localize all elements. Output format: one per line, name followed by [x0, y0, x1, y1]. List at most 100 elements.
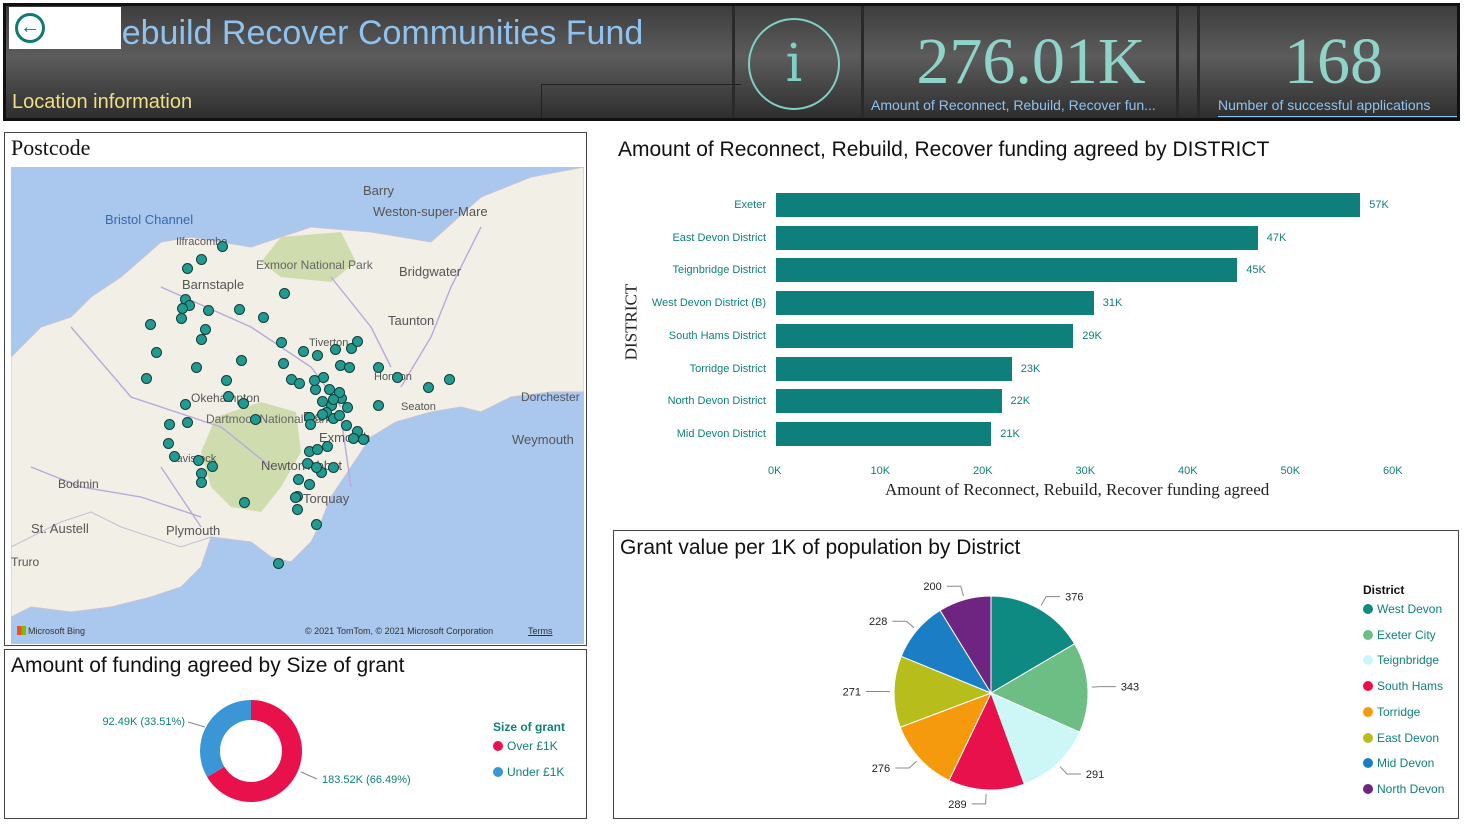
- postcode-map[interactable]: Bristol Channel Barry Weston-super-Mare …: [11, 167, 584, 644]
- postcode-point[interactable]: [272, 557, 284, 569]
- postcode-point[interactable]: [327, 393, 339, 405]
- postcode-point[interactable]: [357, 433, 369, 445]
- postcode-point[interactable]: [237, 397, 249, 409]
- postcode-point[interactable]: [163, 418, 175, 430]
- postcode-point[interactable]: [311, 349, 323, 361]
- pie-legend-item[interactable]: Exeter City: [1363, 628, 1436, 642]
- map-label: Weston-super-Mare: [373, 204, 488, 219]
- pie-slice[interactable]: [948, 691, 1025, 791]
- legend-over-1k[interactable]: Over £1K: [493, 739, 558, 753]
- postcode-point[interactable]: [235, 354, 247, 366]
- postcode-point[interactable]: [199, 323, 211, 335]
- bar[interactable]: [776, 291, 1094, 316]
- postcode-point[interactable]: [220, 374, 232, 386]
- postcode-point[interactable]: [176, 302, 188, 314]
- bar[interactable]: [776, 225, 1258, 250]
- postcode-point[interactable]: [345, 342, 357, 354]
- bar-category-label: Teignbridge District: [672, 264, 766, 277]
- grant-size-donut[interactable]: 183.52K (66.49%) 92.49K (33.51%): [5, 650, 588, 820]
- district-pie-chart[interactable]: 376 343 291 289 276 271 228 200: [614, 531, 1460, 820]
- postcode-point[interactable]: [238, 496, 250, 508]
- postcode-point[interactable]: [190, 361, 202, 373]
- back-button[interactable]: ←: [9, 7, 121, 49]
- bar[interactable]: [776, 421, 992, 446]
- pie-legend-item[interactable]: North Devon: [1363, 782, 1444, 796]
- postcode-point[interactable]: [257, 311, 269, 323]
- pie-legend-item[interactable]: South Hams: [1363, 679, 1443, 693]
- postcode-point[interactable]: [140, 372, 152, 384]
- legend-under-1k[interactable]: Under £1K: [493, 765, 564, 779]
- postcode-point[interactable]: [222, 390, 234, 402]
- postcode-point[interactable]: [179, 398, 191, 410]
- postcode-point[interactable]: [291, 503, 303, 515]
- postcode-point[interactable]: [316, 408, 328, 420]
- postcode-point[interactable]: [372, 399, 384, 411]
- pie-slice[interactable]: [990, 595, 1076, 694]
- postcode-point[interactable]: [293, 377, 305, 389]
- donut-slice[interactable]: [200, 700, 251, 777]
- postcode-point[interactable]: [195, 253, 207, 265]
- postcode-point[interactable]: [329, 343, 341, 355]
- postcode-point[interactable]: [308, 374, 320, 386]
- postcode-point[interactable]: [150, 346, 162, 358]
- pie-slice[interactable]: [899, 692, 992, 782]
- donut-slice[interactable]: [207, 700, 302, 802]
- postcode-point[interactable]: [310, 461, 322, 473]
- pie-slice[interactable]: [939, 595, 992, 695]
- pie-slice[interactable]: [893, 655, 993, 728]
- map-terms-link[interactable]: Terms: [528, 626, 553, 636]
- postcode-point[interactable]: [303, 478, 315, 490]
- postcode-point[interactable]: [202, 304, 214, 316]
- postcode-point[interactable]: [391, 371, 403, 383]
- bar[interactable]: [776, 193, 1361, 217]
- postcode-point[interactable]: [233, 303, 245, 315]
- bar[interactable]: [776, 356, 1012, 381]
- postcode-point[interactable]: [327, 461, 339, 473]
- postcode-point[interactable]: [216, 240, 228, 252]
- postcode-point[interactable]: [333, 409, 345, 421]
- bar-value-label: 29K: [1082, 329, 1102, 342]
- postcode-point[interactable]: [277, 357, 289, 369]
- pie-data-label: 200: [923, 581, 941, 593]
- postcode-point[interactable]: [168, 450, 180, 462]
- postcode-point[interactable]: [422, 381, 434, 393]
- postcode-point[interactable]: [181, 262, 193, 274]
- postcode-point[interactable]: [181, 416, 193, 428]
- postcode-point[interactable]: [347, 432, 359, 444]
- postcode-point[interactable]: [343, 361, 355, 373]
- postcode-point[interactable]: [341, 401, 353, 413]
- pie-legend-item[interactable]: Torridge: [1363, 705, 1420, 719]
- postcode-point[interactable]: [321, 440, 333, 452]
- pie-legend-item[interactable]: Mid Devon: [1363, 756, 1434, 770]
- postcode-point[interactable]: [249, 413, 261, 425]
- postcode-point[interactable]: [304, 418, 316, 430]
- postcode-point[interactable]: [292, 473, 304, 485]
- info-icon[interactable]: i: [748, 18, 840, 110]
- postcode-point[interactable]: [275, 336, 287, 348]
- pie-slice[interactable]: [990, 692, 1081, 785]
- bar[interactable]: [776, 389, 1002, 414]
- postcode-point[interactable]: [340, 419, 352, 431]
- postcode-point[interactable]: [162, 437, 174, 449]
- postcode-point[interactable]: [311, 443, 323, 455]
- pie-slice[interactable]: [989, 643, 1089, 733]
- pie-legend-item[interactable]: Teignbridge: [1363, 653, 1439, 667]
- postcode-point[interactable]: [297, 345, 309, 357]
- pie-legend-item[interactable]: East Devon: [1363, 731, 1439, 745]
- bar[interactable]: [776, 258, 1238, 283]
- postcode-point[interactable]: [195, 476, 207, 488]
- postcode-point[interactable]: [192, 454, 204, 466]
- postcode-point[interactable]: [278, 287, 290, 299]
- postcode-point[interactable]: [372, 361, 384, 373]
- postcode-point[interactable]: [195, 333, 207, 345]
- postcode-point[interactable]: [323, 383, 335, 395]
- postcode-point[interactable]: [144, 318, 156, 330]
- postcode-point[interactable]: [310, 518, 322, 530]
- postcode-point[interactable]: [206, 460, 218, 472]
- postcode-point[interactable]: [289, 491, 301, 503]
- bar[interactable]: [776, 323, 1074, 348]
- postcode-point[interactable]: [351, 335, 363, 347]
- pie-legend-item[interactable]: West Devon: [1363, 602, 1442, 616]
- postcode-point[interactable]: [443, 373, 455, 385]
- postcode-point[interactable]: [175, 312, 187, 324]
